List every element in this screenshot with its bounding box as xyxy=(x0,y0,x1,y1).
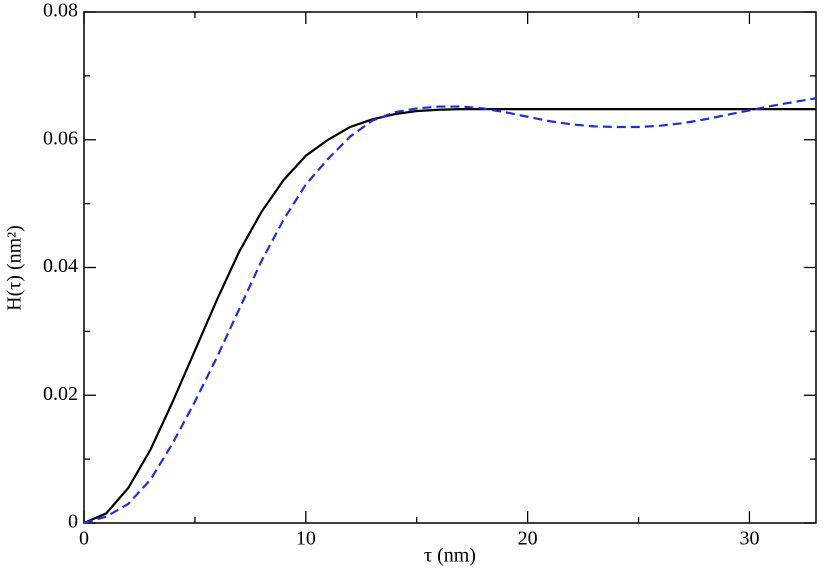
y-axis-label: H(τ) (nm²) xyxy=(4,225,26,311)
data-line xyxy=(83,97,817,525)
data-line xyxy=(83,107,816,525)
y-tick-label: 0 xyxy=(68,511,78,533)
y-tick-label: 0.08 xyxy=(43,0,78,22)
y-tick-label: 0.04 xyxy=(43,255,78,277)
axes-frame xyxy=(83,11,817,524)
x-axis-label: τ (nm) xyxy=(424,545,476,567)
x-tick-label: 20 xyxy=(518,528,538,550)
x-tick-label: 0 xyxy=(79,528,89,550)
y-tick-label: 0.02 xyxy=(43,383,78,405)
y-tick-label: 0.06 xyxy=(43,127,78,149)
x-tick-label: 30 xyxy=(739,528,759,550)
x-tick-label: 10 xyxy=(296,528,316,550)
